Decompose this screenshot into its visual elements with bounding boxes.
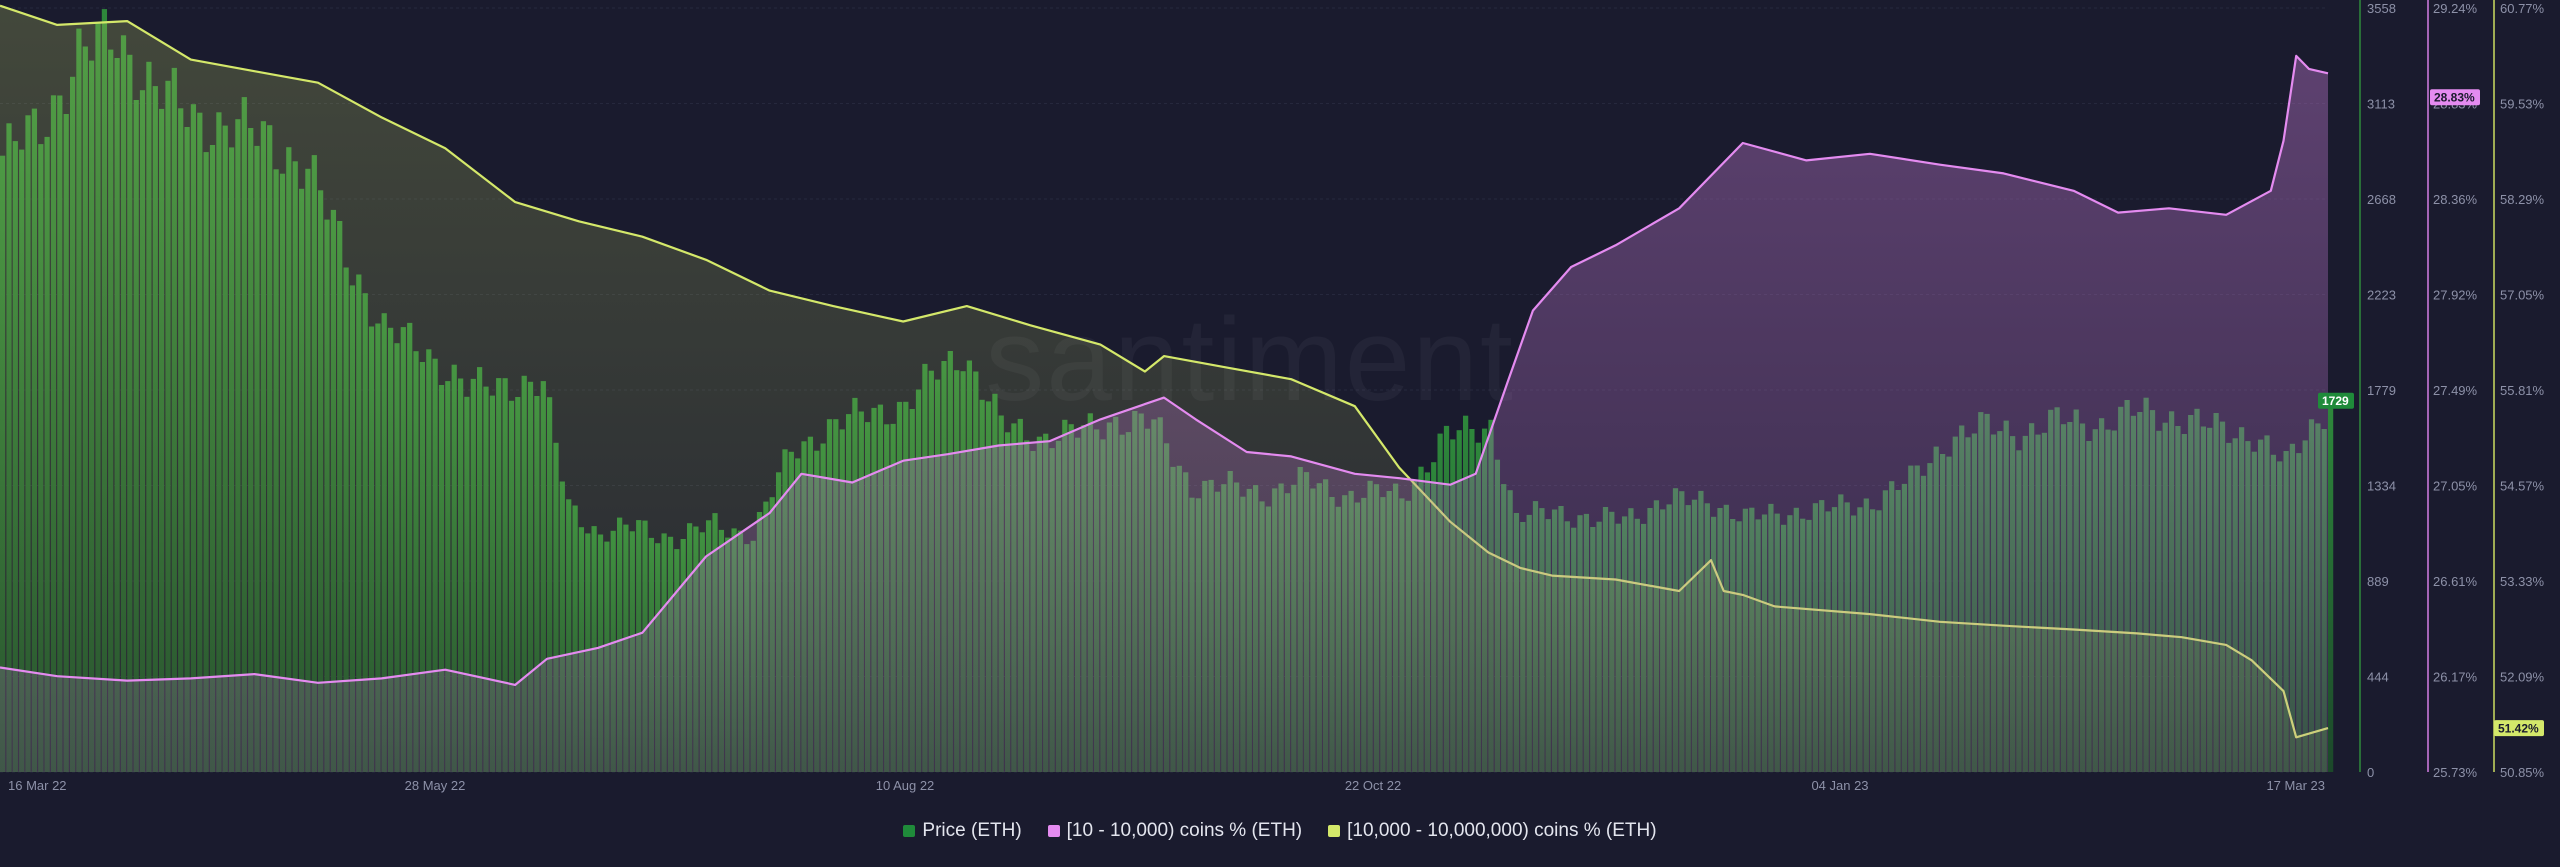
mid-current-badge: 28.83% [2434, 91, 2475, 105]
whale-tick-label: 60.77% [2500, 1, 2545, 16]
x-tick-label: 16 Mar 22 [8, 778, 67, 793]
x-tick-label: 10 Aug 22 [876, 778, 935, 793]
whale-tick-label: 53.33% [2500, 574, 2545, 589]
price-bar [2328, 403, 2334, 772]
legend-swatch-price [903, 825, 916, 837]
whale-tick-label: 58.29% [2500, 192, 2545, 207]
x-tick-label: 22 Oct 22 [1345, 778, 1401, 793]
x-tick-label: 17 Mar 23 [2266, 778, 2325, 793]
current-value-badges: 1729 28.83% 51.42% [2318, 89, 2544, 737]
price-tick-label: 2668 [2367, 192, 2396, 207]
mid-tick-label: 26.61% [2433, 574, 2478, 589]
price-tick-label: 1334 [2367, 479, 2396, 494]
price-tick-label: 0 [2367, 765, 2374, 780]
mid-line [0, 54, 2329, 686]
price-tick-label: 444 [2367, 670, 2389, 685]
legend-item-mid[interactable]: [10 - 10,000) coins % (ETH) [1047, 820, 1303, 842]
whale-current-badge: 51.42% [2498, 722, 2539, 736]
whale-tick-label: 50.85% [2500, 765, 2545, 780]
whale-area [0, 5, 2328, 772]
mid-area [0, 55, 2328, 772]
whale-tick-label: 59.53% [2500, 97, 2545, 112]
legend-item-price[interactable]: Price (ETH) [903, 820, 1022, 842]
price-tick-label: 889 [2367, 574, 2389, 589]
mid-tick-label: 27.05% [2433, 479, 2478, 494]
price-current-badge-bg [2318, 392, 2354, 409]
mid-tick-label: 29.24% [2433, 1, 2478, 16]
mid-series [0, 54, 2329, 772]
whale-tick-label: 52.09% [2500, 670, 2545, 685]
x-tick-label: 04 Jan 23 [1811, 778, 1868, 793]
price-tick-label: 2223 [2367, 288, 2396, 303]
legend-swatch-mid [1047, 825, 1060, 837]
legend-label-price: Price (ETH) [922, 820, 1022, 841]
mid-tick-label: 27.92% [2433, 288, 2478, 303]
price-tick-label: 3113 [2367, 97, 2395, 112]
mid-current-badge-bg [2430, 89, 2480, 106]
mid-tick-label: 26.17% [2433, 670, 2478, 685]
legend-label-mid: [10 - 10,000) coins % (ETH) [1066, 820, 1303, 841]
whale-tick-label: 55.81% [2500, 383, 2545, 398]
price-tick-label: 1779 [2367, 383, 2396, 398]
mid-tick-label: 28.36% [2433, 192, 2478, 207]
legend-item-whale[interactable]: [10,000 - 10,000,000) coins % (ETH) [1328, 820, 1657, 842]
whale-tick-label: 57.05% [2500, 288, 2545, 303]
whale-current-badge-bg [2494, 720, 2544, 737]
x-tick-label: 28 May 22 [405, 778, 466, 793]
legend-swatch-whale [1328, 825, 1341, 837]
whale-tick-label: 54.57% [2500, 479, 2545, 494]
mid-tick-label: 25.73% [2433, 765, 2478, 780]
price-current-badge: 1729 [2322, 394, 2349, 408]
legend-label-whale: [10,000 - 10,000,000) coins % (ETH) [1347, 820, 1657, 841]
price-tick-label: 3558 [2367, 1, 2396, 16]
legend: Price (ETH) [10 - 10,000) coins % (ETH) … [0, 820, 2560, 842]
axes: 3558 3113 2668 2223 1779 1334 889 444 0 29.24% 28.… [8, 0, 2545, 793]
mid-tick-label: 27.49% [2433, 383, 2478, 398]
